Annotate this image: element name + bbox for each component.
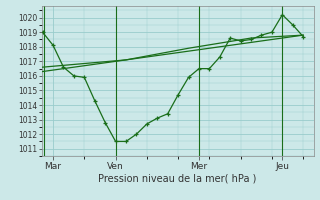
X-axis label: Pression niveau de la mer( hPa ): Pression niveau de la mer( hPa ) <box>99 173 257 183</box>
